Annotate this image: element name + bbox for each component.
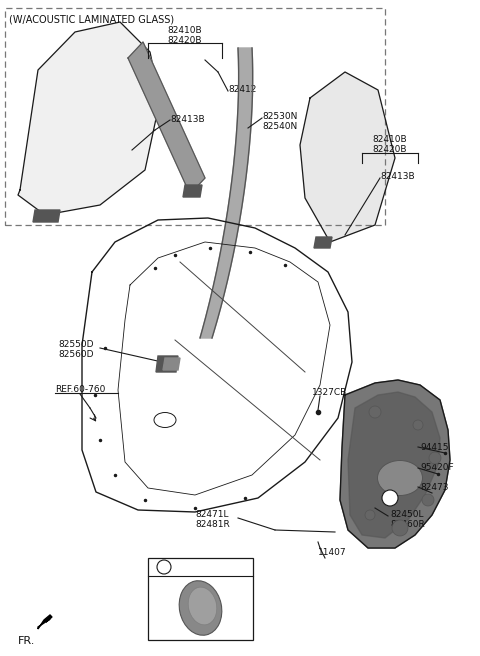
Polygon shape	[314, 237, 332, 248]
Text: 82412: 82412	[228, 85, 256, 94]
Circle shape	[365, 510, 375, 520]
Circle shape	[392, 520, 408, 536]
Polygon shape	[156, 356, 178, 372]
Bar	[148, 558, 253, 640]
Text: 82471L
82481R: 82471L 82481R	[195, 510, 230, 529]
Text: 11407: 11407	[318, 548, 347, 557]
Polygon shape	[38, 615, 52, 629]
Ellipse shape	[188, 587, 217, 625]
Circle shape	[429, 452, 441, 464]
Text: 82473: 82473	[420, 483, 448, 492]
Text: 94415: 94415	[420, 443, 448, 452]
Text: 82410B
82420B: 82410B 82420B	[168, 26, 202, 45]
Text: (W/ACOUSTIC LAMINATED GLASS): (W/ACOUSTIC LAMINATED GLASS)	[9, 14, 174, 24]
Polygon shape	[18, 22, 160, 215]
Polygon shape	[183, 185, 202, 197]
Text: FR.: FR.	[18, 636, 36, 646]
Text: REF.60-760: REF.60-760	[55, 385, 106, 394]
Text: 95420F: 95420F	[420, 463, 454, 472]
Circle shape	[422, 494, 434, 506]
Text: 1731JE: 1731JE	[176, 563, 210, 573]
Circle shape	[157, 560, 171, 574]
Text: 82413B: 82413B	[380, 172, 415, 181]
Polygon shape	[300, 72, 395, 242]
Polygon shape	[340, 380, 450, 548]
Text: 82413B: 82413B	[170, 115, 204, 124]
Ellipse shape	[377, 461, 422, 495]
Text: 82450L
82460R: 82450L 82460R	[390, 510, 425, 529]
Polygon shape	[128, 42, 205, 194]
Circle shape	[382, 490, 398, 506]
Polygon shape	[33, 210, 60, 222]
Text: 82530N
82540N: 82530N 82540N	[262, 112, 298, 131]
Circle shape	[369, 406, 381, 418]
Ellipse shape	[179, 581, 222, 635]
Polygon shape	[200, 48, 252, 338]
Polygon shape	[348, 392, 440, 538]
Circle shape	[413, 420, 423, 430]
Text: 82410B
82420B: 82410B 82420B	[372, 135, 408, 154]
Polygon shape	[163, 358, 180, 370]
Text: 1327CB: 1327CB	[312, 388, 347, 397]
Text: a: a	[162, 562, 167, 571]
Text: 82550D
82560D: 82550D 82560D	[58, 340, 94, 359]
Text: a: a	[388, 493, 392, 502]
